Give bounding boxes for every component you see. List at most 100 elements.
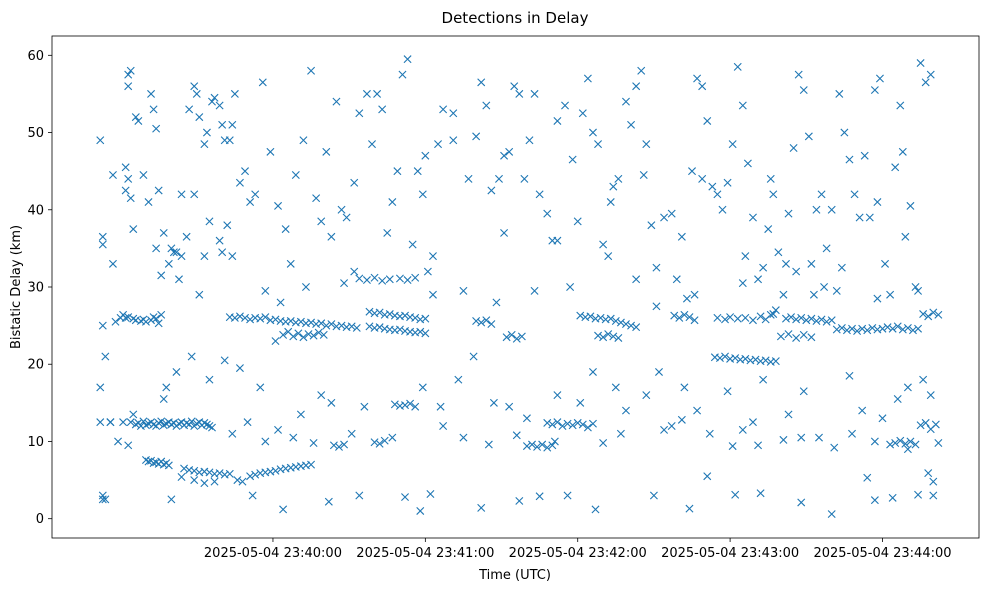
data-point: [685, 504, 694, 513]
data-point: [416, 327, 425, 336]
data-point: [228, 429, 237, 438]
data-point: [187, 352, 196, 361]
data-point: [190, 476, 199, 485]
data-point: [256, 314, 265, 323]
data-point: [157, 271, 166, 280]
data-point: [837, 323, 846, 332]
data-point: [350, 267, 359, 276]
data-point: [439, 422, 448, 431]
data-point: [827, 316, 836, 325]
data-point: [771, 357, 780, 366]
data-point: [108, 259, 117, 268]
data-point: [576, 311, 585, 320]
data-point: [375, 308, 384, 317]
data-point: [642, 391, 651, 400]
data-point: [642, 140, 651, 149]
data-point: [769, 310, 778, 319]
data-point: [599, 333, 608, 342]
data-point: [583, 423, 592, 432]
data-point: [599, 439, 608, 447]
data-point: [817, 190, 826, 199]
data-point: [505, 402, 514, 411]
data-point: [733, 62, 742, 71]
data-point: [230, 89, 239, 98]
data-point: [327, 398, 336, 407]
data-point: [477, 503, 486, 512]
data-point: [235, 312, 244, 321]
data-point: [131, 113, 140, 122]
data-point: [713, 190, 722, 199]
data-point: [903, 323, 912, 332]
data-point: [152, 244, 161, 253]
data-point: [906, 201, 915, 210]
data-point: [388, 198, 397, 207]
data-point: [304, 330, 313, 339]
data-point: [535, 190, 544, 199]
data-point: [108, 171, 117, 180]
data-point: [223, 221, 232, 230]
data-point: [738, 279, 747, 288]
data-point: [390, 400, 399, 409]
data-point: [627, 120, 636, 129]
data-point: [578, 109, 587, 118]
data-point: [393, 167, 402, 176]
data-point: [174, 275, 183, 284]
data-point: [576, 398, 585, 407]
data-point: [591, 505, 600, 514]
data-point: [309, 331, 318, 340]
data-point: [929, 308, 938, 317]
data-point: [652, 302, 661, 311]
data-point: [606, 314, 615, 323]
data-point: [809, 290, 818, 299]
data-point: [553, 391, 562, 400]
data-point: [614, 174, 623, 183]
data-point: [355, 274, 364, 283]
data-point: [159, 228, 168, 237]
data-point: [596, 313, 605, 322]
data-point: [177, 472, 186, 481]
data-point: [606, 198, 615, 207]
data-point: [873, 198, 882, 207]
data-point: [779, 435, 788, 444]
data-point: [261, 313, 270, 322]
data-point: [482, 101, 491, 110]
data-point: [639, 171, 648, 180]
data-point: [332, 97, 341, 106]
data-point: [901, 232, 910, 241]
data-point: [723, 178, 732, 187]
data-point: [406, 399, 415, 408]
data-point: [266, 147, 275, 156]
data-point: [119, 310, 128, 319]
data-point: [401, 311, 410, 320]
data-point: [655, 367, 663, 376]
data-point: [677, 415, 686, 424]
data-point: [96, 136, 105, 145]
data-point: [721, 315, 730, 324]
data-point: [124, 313, 133, 322]
data-point: [748, 418, 757, 427]
data-point: [233, 476, 242, 485]
data-point: [329, 441, 338, 450]
data-point: [243, 418, 252, 427]
data-point: [858, 324, 867, 333]
data-point: [698, 82, 707, 91]
data-point: [395, 325, 404, 334]
data-point: [411, 402, 420, 411]
data-point: [898, 147, 907, 156]
x-tick-label: 2025-05-04 23:43:00: [661, 546, 799, 561]
data-point: [517, 332, 526, 341]
data-point: [487, 320, 496, 329]
data-point: [248, 491, 257, 500]
data-point: [190, 190, 199, 199]
data-point: [708, 182, 717, 191]
data-point: [573, 418, 582, 427]
data-point: [190, 466, 199, 475]
data-point: [365, 307, 374, 316]
data-point: [799, 330, 808, 339]
data-point: [792, 315, 801, 324]
data-point: [215, 101, 224, 110]
data-point: [428, 252, 437, 261]
data-point: [164, 461, 173, 470]
data-point: [162, 383, 171, 392]
data-point: [873, 294, 882, 303]
